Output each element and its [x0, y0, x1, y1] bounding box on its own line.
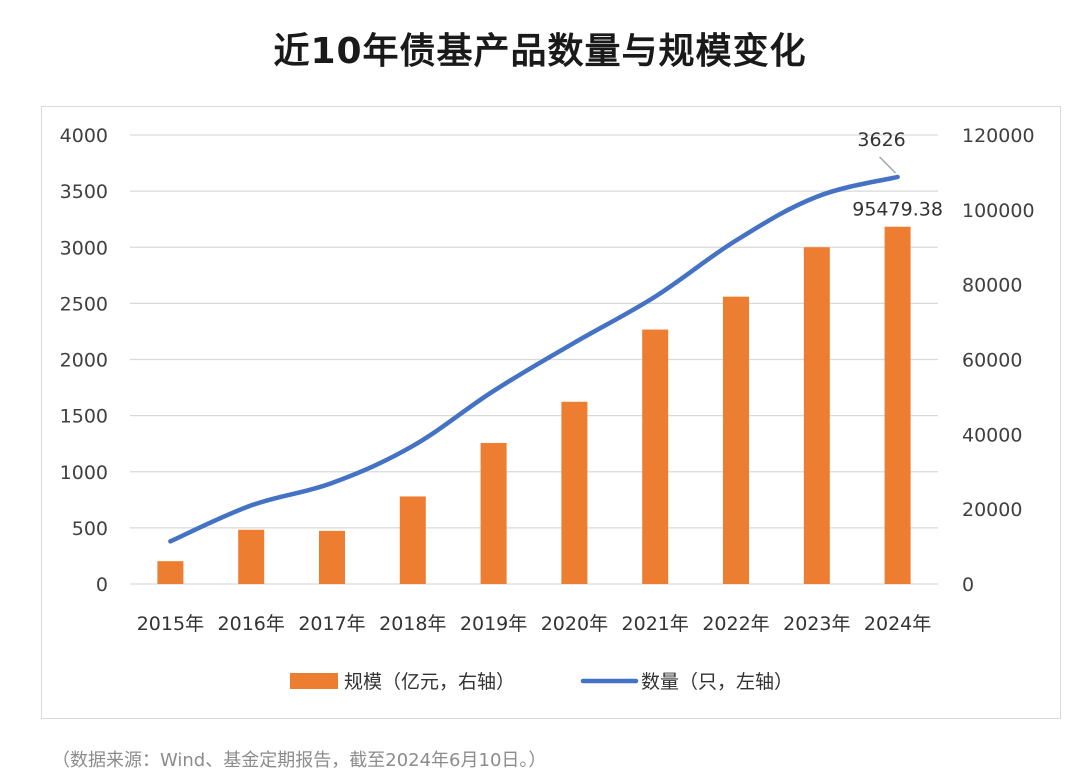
- bar: [803, 247, 830, 584]
- source-note: （数据来源：Wind、基金定期报告，截至2024年6月10日。）: [52, 750, 547, 771]
- left-tick-label: 1500: [60, 406, 108, 428]
- line-path: [168, 174, 900, 544]
- bar: [642, 329, 669, 584]
- left-axis-ticks: 0 500 1000 1500 2000 2500 3000 3500 4000: [60, 125, 108, 596]
- left-tick-label: 0: [96, 574, 108, 596]
- bar: [238, 529, 265, 584]
- right-tick-label: 20000: [962, 499, 1022, 521]
- combo-chart: 0 500 1000 1500 2000 2500 3000 3500 4000 0 20000 4…: [60, 125, 1035, 693]
- bar: [399, 496, 426, 584]
- right-tick-label: 0: [962, 574, 974, 596]
- legend-bar-swatch: [290, 673, 338, 689]
- bar: [884, 226, 911, 584]
- left-tick-label: 2500: [60, 293, 108, 315]
- gridlines: [130, 134, 938, 585]
- category-label: 2023年: [783, 613, 850, 635]
- right-tick-label: 120000: [962, 125, 1035, 147]
- bar-series: [157, 226, 911, 584]
- chart-title: 近10年债基产品数量与规模变化: [273, 31, 807, 72]
- left-tick-label: 1000: [60, 462, 108, 484]
- right-tick-label: 100000: [962, 200, 1035, 222]
- category-label: 2021年: [622, 613, 689, 635]
- data-labels: 3626 95479.38: [852, 129, 943, 221]
- legend: 规模（亿元，右轴） 数量（只，左轴）: [290, 671, 793, 693]
- line-data-label: 3626: [857, 129, 905, 151]
- right-tick-label: 60000: [962, 350, 1022, 372]
- category-label: 2018年: [379, 613, 446, 635]
- category-label: 2020年: [541, 613, 608, 635]
- left-tick-label: 4000: [60, 125, 108, 147]
- category-label: 2016年: [218, 613, 285, 635]
- right-axis-ticks: 0 20000 40000 60000 80000 100000 120000: [962, 125, 1035, 596]
- bar: [319, 530, 345, 584]
- category-labels: 2015年 2016年 2017年 2018年 2019年 2020年 2021年 2022年…: [137, 613, 932, 635]
- right-tick-label: 40000: [962, 424, 1022, 446]
- leader-line: [879, 156, 897, 174]
- left-tick-label: 500: [72, 518, 108, 540]
- bar: [157, 561, 184, 584]
- category-label: 2024年: [864, 613, 931, 635]
- category-label: 2017年: [298, 613, 365, 635]
- category-label: 2015年: [137, 613, 204, 635]
- bar: [561, 401, 588, 584]
- left-tick-label: 3500: [60, 181, 108, 203]
- bar: [723, 296, 749, 584]
- right-tick-label: 80000: [962, 275, 1022, 297]
- legend-bar-label: 规模（亿元，右轴）: [344, 671, 515, 693]
- category-label: 2022年: [702, 613, 769, 635]
- bar-data-label: 95479.38: [852, 199, 943, 221]
- left-tick-label: 2000: [60, 350, 108, 372]
- legend-line-label: 数量（只，左轴）: [641, 671, 793, 693]
- category-label: 2019年: [460, 613, 527, 635]
- line-series: [168, 174, 900, 544]
- bar: [480, 442, 507, 584]
- left-tick-label: 3000: [60, 237, 108, 259]
